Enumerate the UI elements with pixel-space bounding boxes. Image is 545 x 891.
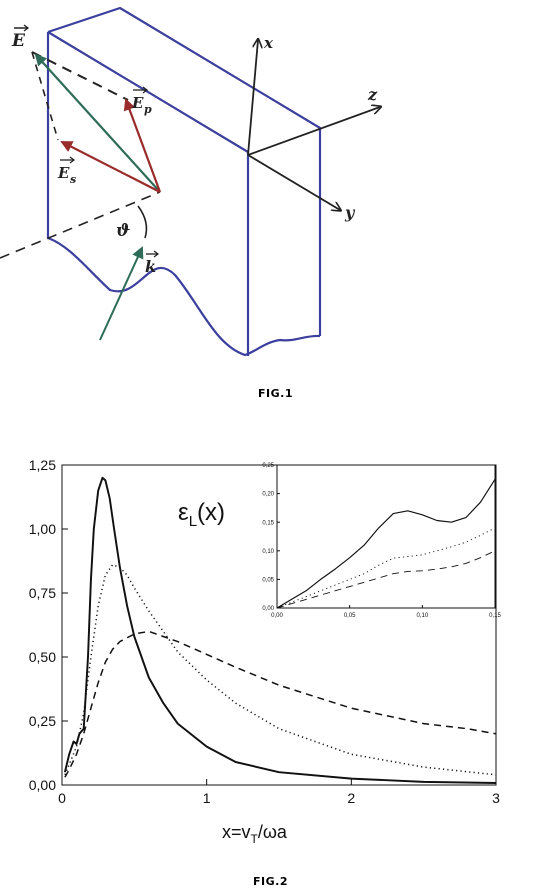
series-dotted-line xyxy=(64,564,497,776)
x-tick-label: 0,15 xyxy=(489,613,501,619)
main-curves xyxy=(63,476,497,784)
x-axis-label: x=vT/ωa xyxy=(222,822,288,846)
x-tick-label: 3 xyxy=(492,790,500,806)
label-theta: ϑ xyxy=(116,221,130,241)
inset-curves xyxy=(276,478,496,609)
y-tick-label: 0,10 xyxy=(262,549,274,555)
series-solid-line xyxy=(276,478,496,609)
es-dashed-line xyxy=(31,51,59,141)
x-tick-label: 0,10 xyxy=(416,613,428,619)
x-tick-label: 0,05 xyxy=(344,613,356,619)
svg-text:s: s xyxy=(70,173,76,186)
main-axis-ticks: 0,00 0,25 0,50 0,75 1,00 1,25 0 1 2 3 xyxy=(29,457,500,806)
coordinate-axes xyxy=(247,40,380,210)
y-tick-label: 0,20 xyxy=(262,492,274,498)
curve-annotation: εL(x) xyxy=(178,499,225,530)
figure-1-diagram: E E p E s k ϑ x y z xyxy=(0,6,545,357)
y-tick-label: 0,50 xyxy=(29,649,56,665)
y-tick-label: 1,25 xyxy=(29,457,56,473)
x-tick-label: 1 xyxy=(203,790,211,806)
series-dashed-line xyxy=(64,630,497,778)
y-tick-label: 0,00 xyxy=(29,777,56,793)
y-tick-label: 0,15 xyxy=(262,520,274,526)
x-tick-label: 2 xyxy=(347,790,355,806)
plane-line xyxy=(0,191,161,259)
y-tick-label: 0,25 xyxy=(29,713,56,729)
slab-outline xyxy=(46,6,322,357)
es-vector xyxy=(60,141,161,193)
label-k: k xyxy=(145,250,159,276)
y-tick-label: 0,75 xyxy=(29,585,56,601)
label-Ep: E p xyxy=(131,86,152,116)
figure-1-caption: FIG.1 xyxy=(258,387,293,400)
svg-text:k: k xyxy=(145,257,156,276)
e-dashed-line xyxy=(31,51,129,101)
y-tick-label: 0,05 xyxy=(262,578,274,584)
svg-text:E: E xyxy=(131,94,144,112)
y-tick-label: 0,00 xyxy=(262,606,274,612)
series-dotted-line xyxy=(276,527,496,609)
inset-axis-ticks: 0,00 0,05 0,10 0,15 0,20 0,25 0,00 0,05 0,10 0,15 xyxy=(262,463,501,619)
x-tick-label: 0,00 xyxy=(271,613,283,619)
figure-2-caption: FIG.2 xyxy=(253,875,288,888)
x-tick-label: 0 xyxy=(58,790,66,806)
y-tick-label: 1,00 xyxy=(29,521,56,537)
angle-arc xyxy=(137,205,148,239)
figure-2-chart: 0,00 0,25 0,50 0,75 1,00 1,25 0 1 2 3 εL(x) x=vT/… xyxy=(29,457,502,846)
e-vector xyxy=(34,53,161,193)
y-tick-label: 0,25 xyxy=(262,463,274,469)
label-z-axis: z xyxy=(367,85,378,104)
label-x-axis: x xyxy=(263,34,274,52)
ep-vector xyxy=(123,98,162,193)
svg-text:p: p xyxy=(144,103,152,116)
inset-plot-frame xyxy=(276,464,496,609)
svg-text:E: E xyxy=(11,31,26,51)
series-dashed-line xyxy=(276,550,496,609)
svg-text:E: E xyxy=(57,164,70,182)
label-y-axis: y xyxy=(344,203,356,222)
label-Es: E s xyxy=(57,156,76,186)
label-E: E xyxy=(11,24,30,51)
k-vector xyxy=(99,246,144,341)
